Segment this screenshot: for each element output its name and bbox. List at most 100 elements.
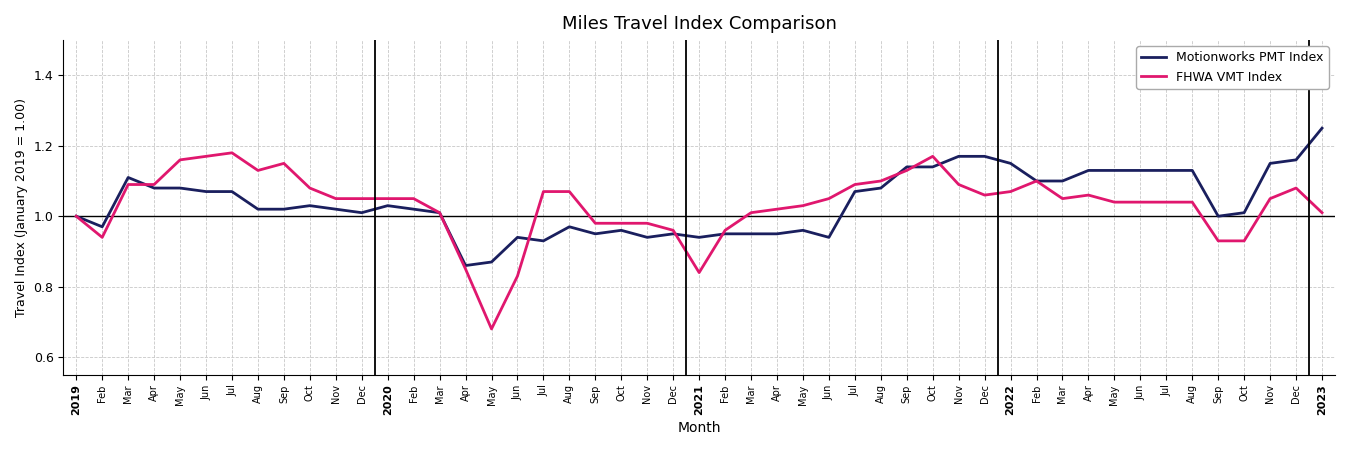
FHWA VMT Index [950, 182, 967, 187]
FHWA VMT Index [379, 196, 396, 201]
Motionworks PMT Index [458, 263, 474, 268]
FHWA VMT Index [1314, 210, 1330, 216]
Motionworks PMT Index [1158, 168, 1174, 173]
Motionworks PMT Index [432, 210, 448, 216]
Line: FHWA VMT Index: FHWA VMT Index [76, 153, 1322, 329]
Motionworks PMT Index [1106, 168, 1122, 173]
FHWA VMT Index [846, 182, 863, 187]
Motionworks PMT Index [275, 207, 292, 212]
Motionworks PMT Index [1288, 157, 1304, 162]
FHWA VMT Index [899, 168, 915, 173]
FHWA VMT Index [328, 196, 344, 201]
FHWA VMT Index [1054, 196, 1071, 201]
Motionworks PMT Index [354, 210, 370, 216]
FHWA VMT Index [171, 157, 188, 162]
FHWA VMT Index [769, 207, 786, 212]
FHWA VMT Index [302, 185, 319, 191]
Motionworks PMT Index [950, 153, 967, 159]
Motionworks PMT Index [1262, 161, 1278, 166]
FHWA VMT Index [354, 196, 370, 201]
FHWA VMT Index [146, 182, 162, 187]
Motionworks PMT Index [1054, 178, 1071, 184]
FHWA VMT Index [509, 274, 525, 279]
Motionworks PMT Index [379, 203, 396, 208]
Motionworks PMT Index [483, 259, 499, 265]
FHWA VMT Index [1003, 189, 1019, 194]
Motionworks PMT Index [1210, 213, 1226, 219]
FHWA VMT Index [483, 326, 499, 332]
Motionworks PMT Index [198, 189, 215, 194]
FHWA VMT Index [198, 153, 215, 159]
Motionworks PMT Index [146, 185, 162, 191]
Motionworks PMT Index [120, 175, 136, 180]
Motionworks PMT Index [795, 228, 811, 233]
Motionworks PMT Index [1237, 210, 1253, 216]
FHWA VMT Index [691, 270, 707, 275]
FHWA VMT Index [405, 196, 421, 201]
FHWA VMT Index [1080, 193, 1096, 198]
Motionworks PMT Index [68, 213, 84, 219]
FHWA VMT Index [120, 182, 136, 187]
FHWA VMT Index [1133, 199, 1149, 205]
FHWA VMT Index [1106, 199, 1122, 205]
Motionworks PMT Index [1184, 168, 1200, 173]
Motionworks PMT Index [821, 234, 837, 240]
Motionworks PMT Index [1029, 178, 1045, 184]
FHWA VMT Index [613, 220, 629, 226]
Motionworks PMT Index [328, 207, 344, 212]
Motionworks PMT Index [536, 238, 552, 243]
Motionworks PMT Index [769, 231, 786, 237]
FHWA VMT Index [587, 220, 603, 226]
Motionworks PMT Index [846, 189, 863, 194]
FHWA VMT Index [1158, 199, 1174, 205]
Motionworks PMT Index [509, 234, 525, 240]
FHWA VMT Index [250, 168, 266, 173]
FHWA VMT Index [1184, 199, 1200, 205]
Motionworks PMT Index [872, 185, 888, 191]
FHWA VMT Index [666, 228, 682, 233]
Motionworks PMT Index [1003, 161, 1019, 166]
Motionworks PMT Index [691, 234, 707, 240]
FHWA VMT Index [536, 189, 552, 194]
FHWA VMT Index [68, 213, 84, 219]
FHWA VMT Index [1210, 238, 1226, 243]
X-axis label: Month: Month [678, 421, 721, 435]
FHWA VMT Index [1288, 185, 1304, 191]
Motionworks PMT Index [587, 231, 603, 237]
Motionworks PMT Index [666, 231, 682, 237]
FHWA VMT Index [717, 228, 733, 233]
Motionworks PMT Index [743, 231, 759, 237]
FHWA VMT Index [976, 193, 992, 198]
Line: Motionworks PMT Index: Motionworks PMT Index [76, 128, 1322, 266]
Motionworks PMT Index [613, 228, 629, 233]
Motionworks PMT Index [1080, 168, 1096, 173]
FHWA VMT Index [821, 196, 837, 201]
Motionworks PMT Index [1133, 168, 1149, 173]
Motionworks PMT Index [224, 189, 240, 194]
Motionworks PMT Index [171, 185, 188, 191]
FHWA VMT Index [1262, 196, 1278, 201]
FHWA VMT Index [458, 266, 474, 272]
FHWA VMT Index [1237, 238, 1253, 243]
Y-axis label: Travel Index (January 2019 = 1.00): Travel Index (January 2019 = 1.00) [15, 98, 28, 317]
Motionworks PMT Index [302, 203, 319, 208]
Motionworks PMT Index [717, 231, 733, 237]
FHWA VMT Index [275, 161, 292, 166]
FHWA VMT Index [224, 150, 240, 156]
Motionworks PMT Index [925, 164, 941, 170]
Motionworks PMT Index [405, 207, 421, 212]
FHWA VMT Index [795, 203, 811, 208]
FHWA VMT Index [872, 178, 888, 184]
Motionworks PMT Index [1314, 126, 1330, 131]
FHWA VMT Index [639, 220, 655, 226]
Motionworks PMT Index [250, 207, 266, 212]
FHWA VMT Index [95, 234, 111, 240]
Motionworks PMT Index [899, 164, 915, 170]
FHWA VMT Index [432, 210, 448, 216]
FHWA VMT Index [562, 189, 578, 194]
FHWA VMT Index [925, 153, 941, 159]
FHWA VMT Index [743, 210, 759, 216]
Legend: Motionworks PMT Index, FHWA VMT Index: Motionworks PMT Index, FHWA VMT Index [1137, 46, 1328, 89]
FHWA VMT Index [1029, 178, 1045, 184]
Title: Miles Travel Index Comparison: Miles Travel Index Comparison [562, 15, 837, 33]
